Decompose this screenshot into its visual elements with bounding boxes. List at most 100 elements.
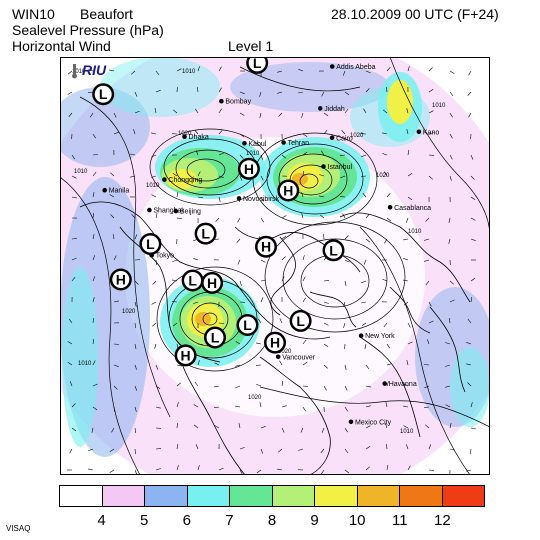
wind-arrow xyxy=(277,70,283,73)
isobar-label: 1010 xyxy=(182,69,196,75)
isobar-label: 1010 xyxy=(246,151,260,157)
wind-arrow xyxy=(239,447,245,450)
wind-arrow xyxy=(92,171,97,177)
high-pressure-center: H xyxy=(237,157,260,180)
wind-arrow xyxy=(406,108,409,114)
wind-arrow xyxy=(214,425,220,429)
legend-swatch xyxy=(187,486,230,506)
pressure-center-face xyxy=(325,241,342,259)
wind-arrow xyxy=(218,152,224,156)
wind-arrow xyxy=(365,88,370,93)
wind-arrow xyxy=(92,133,96,139)
pressure-center-label: L xyxy=(201,226,210,242)
wind-arrow xyxy=(238,423,241,429)
wind-arrow xyxy=(360,175,367,177)
legend-tick-label: 8 xyxy=(267,512,277,529)
pressure-center-label: L xyxy=(243,317,252,333)
legend-tick-label: 11 xyxy=(392,512,408,529)
wind-arrow xyxy=(301,213,304,219)
wind-arrow xyxy=(71,403,76,408)
wind-arrow xyxy=(448,238,451,244)
legend-swatch xyxy=(60,486,103,506)
wind-arrow xyxy=(341,130,346,135)
city-name: Chongqing xyxy=(168,177,202,184)
wind-arrow xyxy=(386,443,388,450)
region-name: Beaufort xyxy=(80,6,133,22)
pressure-center-face xyxy=(177,346,195,364)
wind-arrow xyxy=(449,299,455,303)
wind-arrow xyxy=(214,362,220,366)
wind-arrow xyxy=(155,70,160,76)
wind-arrow xyxy=(214,385,220,388)
wind-arrow xyxy=(424,406,430,408)
field-wind-title: Horizontal Wind xyxy=(12,38,111,54)
wind-arrow xyxy=(365,405,371,408)
wind-arrow xyxy=(110,172,115,177)
wind-arrow xyxy=(239,133,245,138)
wind-arrow xyxy=(113,131,119,135)
wind-arrow xyxy=(445,364,451,367)
city-name: Mexico City xyxy=(355,419,392,426)
pressure-center-label: L xyxy=(188,273,197,289)
wind-arrow xyxy=(260,175,264,181)
wind-arrow xyxy=(386,67,391,72)
wind-arrow xyxy=(155,213,158,219)
city-name: Beijing xyxy=(180,209,201,216)
city-marker: Tehran xyxy=(281,140,309,147)
wind-arrow xyxy=(466,363,472,366)
wind-arrow xyxy=(68,318,73,324)
wind-speed-legend xyxy=(59,485,485,507)
wind-arrow xyxy=(176,364,182,367)
pressure-center-face xyxy=(240,160,258,178)
city-marker: Novosibirsk xyxy=(236,196,280,203)
wind-arrow xyxy=(344,427,348,433)
wind-arrow xyxy=(172,173,178,177)
wind-arrow xyxy=(343,322,346,328)
wind-arrow xyxy=(131,70,136,75)
city-dot xyxy=(321,164,326,169)
wind-arrow xyxy=(449,423,452,429)
wind-arrow xyxy=(278,112,283,117)
city-dot xyxy=(219,98,224,104)
footer-credit: VISAQ xyxy=(6,524,31,533)
wind-arrow xyxy=(425,280,430,286)
wind-arrow xyxy=(218,87,222,93)
wind-arrow xyxy=(449,175,452,181)
wind-arrow xyxy=(320,214,325,219)
legend-swatch xyxy=(272,486,315,506)
wind-arrow xyxy=(344,108,349,114)
wind-arrow xyxy=(344,235,349,240)
wind-arrow xyxy=(195,444,199,450)
wind-arrow xyxy=(344,385,348,391)
wind-arrow xyxy=(88,448,94,451)
city-dot xyxy=(358,333,364,339)
wind-arrow xyxy=(385,402,388,408)
wind-arrow xyxy=(428,110,434,114)
wind-arrow xyxy=(67,91,73,95)
pressure-center-label: H xyxy=(116,272,126,288)
wind-arrow xyxy=(363,108,367,114)
wind-arrow xyxy=(281,427,285,433)
pressure-center-face xyxy=(248,57,266,72)
wind-arrow xyxy=(386,343,390,349)
wind-arrow xyxy=(406,129,409,135)
wind-arrow xyxy=(218,467,224,471)
wind-arrow xyxy=(466,469,472,472)
wind-arrow xyxy=(449,448,455,451)
isobar-label: 1020 xyxy=(350,133,364,139)
city-name: Kabul xyxy=(248,141,266,148)
pressure-center-label: L xyxy=(211,330,220,346)
wind-arrow xyxy=(155,385,161,390)
wind-arrow xyxy=(152,322,157,327)
city-marker: Shanghai xyxy=(147,208,183,215)
wind-arrow xyxy=(176,402,179,408)
wind-arrow xyxy=(279,360,283,366)
wind-arrow xyxy=(109,469,115,473)
wind-arrow xyxy=(424,385,430,389)
wind-arrow xyxy=(134,322,136,329)
wind-arrow xyxy=(281,256,286,261)
city-dot xyxy=(147,207,152,213)
legend-tick-label: 9 xyxy=(310,512,319,529)
wind-arrow xyxy=(407,465,411,471)
city-dot xyxy=(382,381,388,386)
